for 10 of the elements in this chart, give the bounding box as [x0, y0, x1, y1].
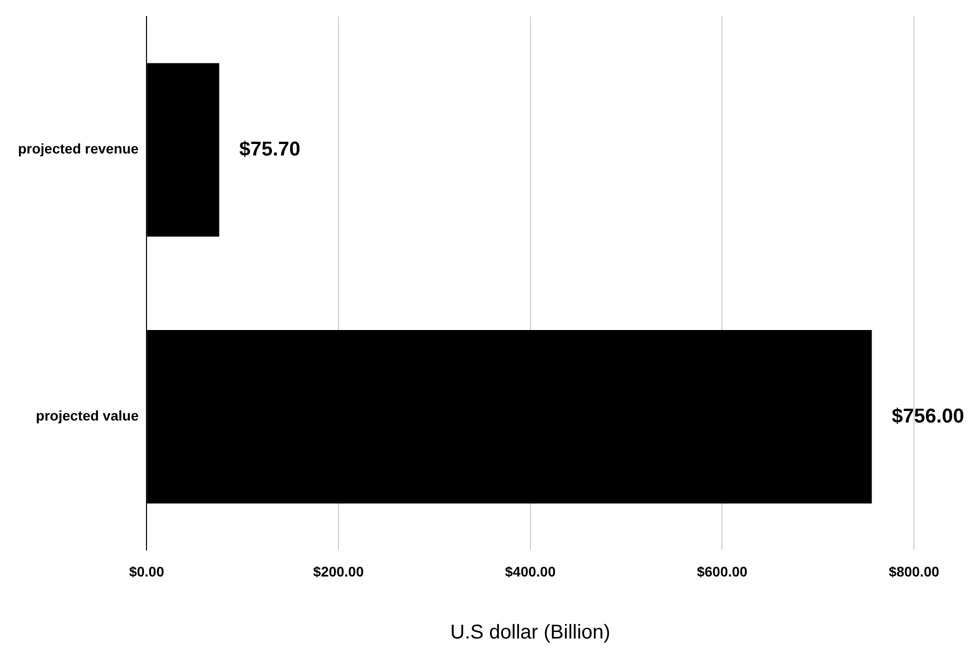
- y-tick-label: projected value: [36, 408, 139, 424]
- x-tick-label: $600.00: [696, 563, 748, 580]
- x-axis-title: U.S dollar (Billion): [450, 622, 610, 644]
- data-label: $75.70: [239, 138, 300, 160]
- x-tick-label: $200.00: [313, 563, 364, 580]
- x-tick-label: $0.00: [129, 563, 164, 580]
- x-tick-label: $400.00: [504, 563, 556, 580]
- x-tick-label: $800.00: [888, 563, 940, 580]
- data-label: $756.00: [892, 405, 964, 428]
- y-tick-label: projected revenue: [18, 140, 139, 157]
